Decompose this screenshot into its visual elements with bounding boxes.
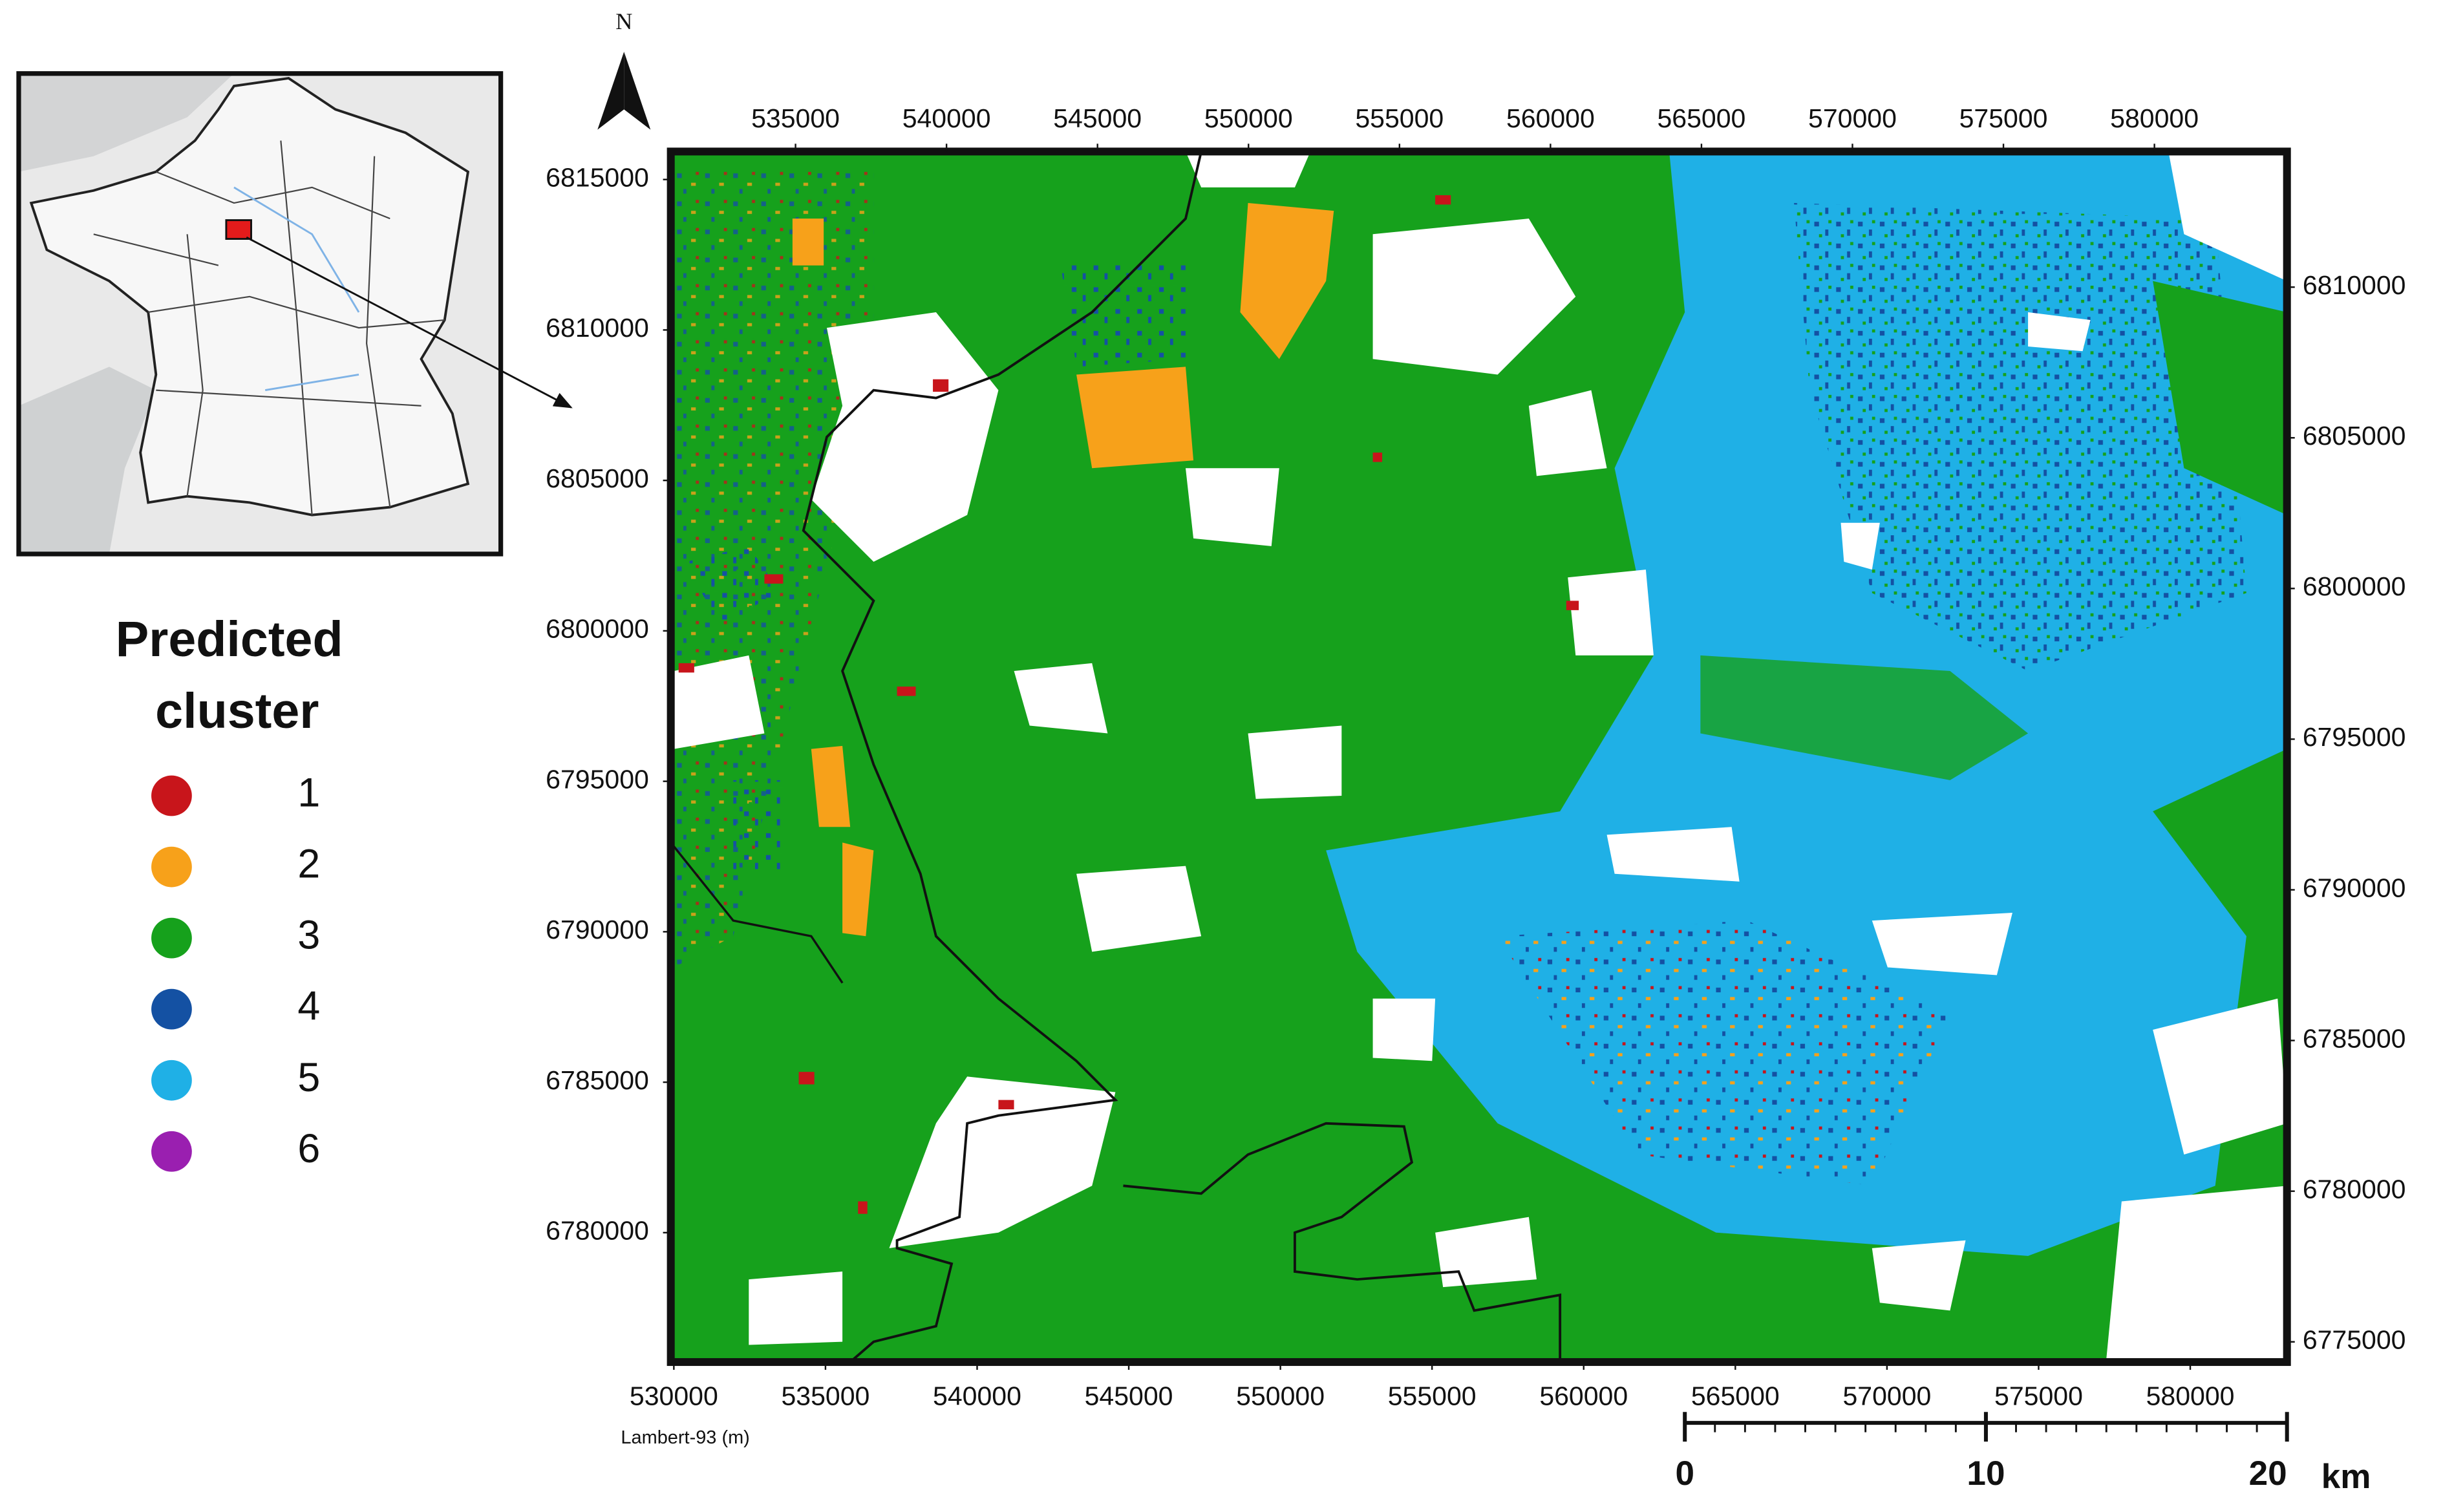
top-tick-label: 560000 (1506, 103, 1595, 133)
bottom-tick-label: 570000 (1842, 1381, 1931, 1411)
legend-swatch (151, 846, 192, 888)
left-tick-label: 6790000 (546, 915, 649, 944)
cluster-area (1497, 921, 1950, 1186)
cluster-area (1240, 203, 1334, 359)
bottom-tick-label: 535000 (781, 1381, 869, 1411)
map-frame (667, 147, 2291, 1367)
axis-label: Lambert-93 (m) (621, 1427, 749, 1448)
right-tick-label: 6800000 (2303, 571, 2406, 601)
scale-bar-unit: km (2321, 1458, 2371, 1496)
legend-swatch (151, 1059, 192, 1101)
right-tick-label: 6790000 (2303, 873, 2406, 902)
inset-map (16, 71, 573, 557)
bottom-tick-label: 575000 (1994, 1381, 2083, 1411)
left-tick-label: 6780000 (546, 1216, 649, 1246)
right-tick-label: 6805000 (2303, 421, 2406, 451)
legend-label: 2 (297, 842, 320, 887)
cluster-area (686, 257, 1186, 874)
top-tick-label: 555000 (1355, 103, 1444, 133)
cluster-area (1076, 367, 1194, 469)
legend-label: 6 (297, 1126, 320, 1171)
bottom-tick-label: 565000 (1691, 1381, 1780, 1411)
inset-study-area (225, 219, 252, 240)
legend-label: 4 (297, 984, 320, 1029)
bottom-tick-label: 530000 (630, 1381, 718, 1411)
right-tick-label: 6795000 (2303, 722, 2406, 752)
inset-rivers (233, 186, 360, 392)
cluster-area (674, 171, 874, 968)
left-tick-label: 6805000 (546, 463, 649, 493)
bottom-tick-label: 550000 (1236, 1381, 1325, 1411)
scale-bar-label: 0 (1675, 1454, 1694, 1493)
bottom-tick-label: 545000 (1085, 1381, 1173, 1411)
legend-title: Predicted (116, 612, 343, 667)
top-tick-label: 570000 (1808, 103, 1897, 133)
north-arrow: N (597, 8, 651, 130)
bottom-tick-label: 555000 (1388, 1381, 1477, 1411)
right-tick-label: 6810000 (2303, 270, 2406, 300)
right-tick-label: 6775000 (2303, 1325, 2406, 1355)
legend-swatch (151, 917, 192, 959)
no-data (674, 151, 2287, 1363)
scale-bar-label: 10 (1967, 1454, 2005, 1493)
top-tick-label: 540000 (902, 103, 991, 133)
legend-title: cluster (155, 683, 319, 739)
cluster-area (678, 195, 1579, 1214)
inset-departments (93, 140, 445, 515)
cluster-area (1794, 203, 2246, 671)
legend-swatch (151, 1131, 192, 1172)
top-tick-label: 535000 (751, 103, 840, 133)
left-tick-label: 6795000 (546, 764, 649, 794)
bottom-tick-label: 560000 (1539, 1381, 1628, 1411)
right-tick-label: 6780000 (2303, 1175, 2406, 1204)
map-raster (670, 151, 2287, 1363)
cluster-area (2153, 281, 2287, 515)
legend-swatch (151, 988, 192, 1030)
inset-frame (16, 71, 504, 557)
top-tick-label: 545000 (1053, 103, 1142, 133)
scale-bar-label: 20 (2249, 1454, 2287, 1493)
scale-bar: 0 10 20 km (1675, 1412, 2371, 1496)
left-tick-label: 6785000 (546, 1065, 649, 1095)
legend-label: 1 (297, 771, 320, 816)
inset-arrow (246, 236, 573, 409)
north-arrow-left (597, 51, 624, 130)
right-tick-label: 6785000 (2303, 1023, 2406, 1053)
bottom-tick-label: 580000 (2146, 1381, 2235, 1411)
boundary-line (1123, 1122, 1562, 1363)
boundary-line (670, 842, 844, 984)
cluster-area (1700, 655, 2029, 780)
inset-sea (18, 73, 234, 172)
top-tick-label: 550000 (1204, 103, 1293, 133)
top-tick-label: 580000 (2110, 103, 2199, 133)
north-label: N (615, 8, 632, 34)
north-arrow-right (624, 51, 651, 130)
left-tick-label: 6800000 (546, 614, 649, 644)
inset-sea (18, 367, 156, 554)
legend-swatch (151, 775, 192, 816)
legend-label: 3 (297, 913, 320, 958)
legend-label: 5 (297, 1055, 320, 1100)
left-tick-label: 6815000 (546, 163, 649, 193)
legend: Predicted cluster 1 2 3 4 5 6 (116, 612, 343, 1172)
bottom-tick-label: 540000 (933, 1381, 1021, 1411)
top-tick-label: 575000 (1959, 103, 2048, 133)
left-tick-label: 6810000 (546, 313, 649, 343)
top-tick-label: 565000 (1658, 103, 1746, 133)
boundary-line (802, 151, 1203, 1363)
cluster-area (792, 218, 874, 937)
